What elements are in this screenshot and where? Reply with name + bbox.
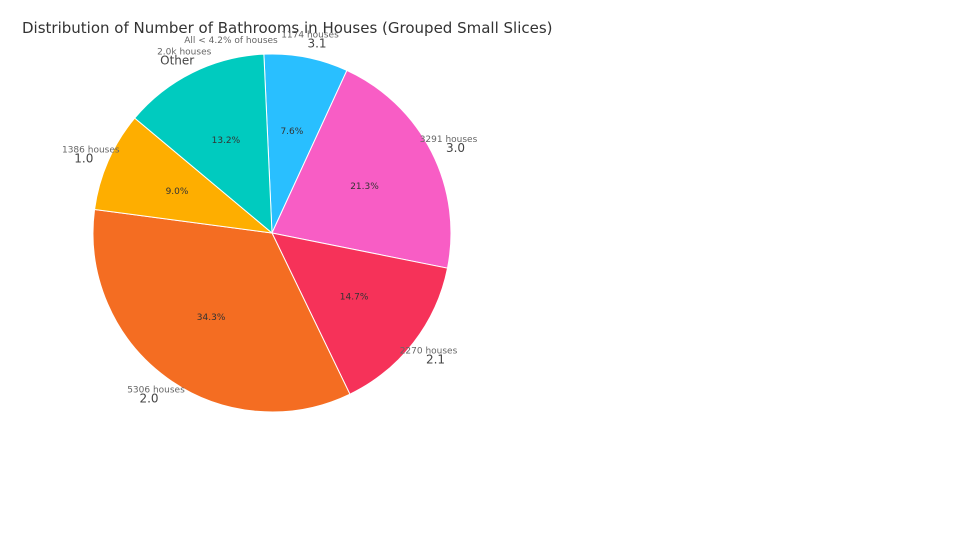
pie-count-label-1-0: 1386 houses	[62, 145, 120, 155]
pie-category-label-3-1: 3.1	[307, 37, 326, 51]
pie-count-label-2-1: 2270 houses	[400, 346, 458, 356]
pie-percent-label-other: 13.2%	[212, 136, 241, 146]
pie-count-label-3-1: 1174 houses	[281, 31, 339, 41]
pie-percent-label-2-0: 34.3%	[197, 313, 226, 323]
pie-slice-other	[134, 53, 273, 235]
other-note-label: All < 4.2% of houses	[184, 36, 278, 46]
pie-category-label-3-0: 3.0	[446, 141, 465, 155]
pie-count-label-3-0: 3291 houses	[420, 135, 478, 145]
pie-percent-label-2-1: 14.7%	[340, 293, 369, 303]
pie-percent-label-1-0: 9.0%	[166, 187, 189, 197]
pie-slices	[92, 53, 452, 413]
pie-percent-label-3-0: 21.3%	[350, 182, 379, 192]
pie-count-label-2-0: 5306 houses	[127, 385, 185, 395]
chart-title: Distribution of Number of Bathrooms in H…	[22, 19, 553, 37]
pie-slice-3-0	[271, 69, 452, 269]
pie-slice-1-0	[93, 117, 274, 234]
pie-percent-label-3-1: 7.6%	[280, 127, 303, 137]
pie-slice-2-1	[271, 232, 449, 395]
pie-count-label-other: 2.0k houses	[157, 48, 212, 58]
pie-category-label-other: Other	[160, 54, 194, 68]
pie-category-label-1-0: 1.0	[74, 151, 93, 165]
pie-slice-2-0	[92, 208, 351, 413]
pie-category-label-2-0: 2.0	[139, 391, 158, 405]
pie-category-label-2-1: 2.1	[426, 352, 445, 366]
